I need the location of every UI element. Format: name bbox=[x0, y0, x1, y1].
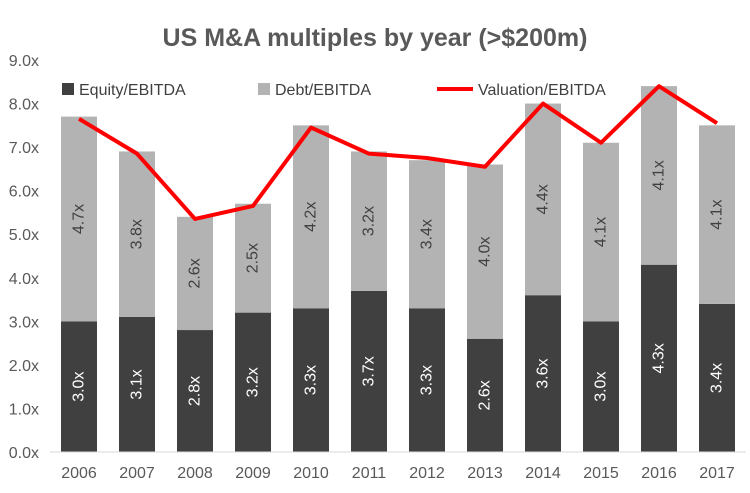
equity-bar bbox=[583, 321, 619, 452]
x-tick-label: 2010 bbox=[293, 465, 329, 482]
chart-title: US M&A multiples by year (>$200m) bbox=[163, 24, 588, 52]
debt-data-label: 4.2x bbox=[303, 202, 320, 232]
legend-label: Debt/EBITDA bbox=[275, 82, 371, 99]
y-tick-label: 5.0x bbox=[9, 227, 39, 244]
x-tick-label: 2008 bbox=[177, 465, 213, 482]
equity-data-label: 3.0x bbox=[593, 372, 610, 402]
debt-data-label: 4.1x bbox=[593, 217, 610, 247]
bars: 3.0x 4.7x 3.1x 3.8x 2.8x 2.6x 3.2x 2.5x 3.3x 4.2x… bbox=[61, 86, 735, 452]
debt-bar bbox=[467, 164, 503, 339]
x-tick-label: 2012 bbox=[409, 465, 445, 482]
x-tick-label: 2017 bbox=[699, 465, 735, 482]
equity-data-label: 3.7x bbox=[361, 356, 378, 386]
x-tick-label: 2013 bbox=[467, 465, 503, 482]
valuation-series-line bbox=[77, 84, 719, 221]
equity-data-label: 3.2x bbox=[245, 367, 262, 397]
equity-data-label: 3.4x bbox=[709, 363, 726, 393]
y-tick-label: 4.0x bbox=[9, 271, 39, 288]
legend-label: Equity/EBITDA bbox=[79, 82, 186, 99]
debt-bar bbox=[583, 142, 619, 322]
equity-data-label: 3.1x bbox=[129, 369, 146, 399]
debt-bar bbox=[409, 160, 445, 309]
debt-data-label: 4.1x bbox=[651, 160, 668, 190]
debt-data-label: 2.5x bbox=[245, 243, 262, 273]
y-tick-label: 9.0x bbox=[9, 53, 39, 70]
equity-bar bbox=[235, 312, 271, 452]
x-tick-label: 2016 bbox=[641, 465, 677, 482]
y-tick-label: 6.0x bbox=[9, 184, 39, 201]
debt-data-label: 4.1x bbox=[709, 199, 726, 229]
x-tick-label: 2014 bbox=[525, 465, 561, 482]
equity-data-label: 3.0x bbox=[71, 372, 88, 402]
equity-bar bbox=[409, 308, 445, 452]
legend-swatch bbox=[258, 83, 270, 95]
y-axis: 0.0x 1.0x 2.0x 3.0x 4.0x 5.0x 6.0x 7.0x 8.0x 9.0x bbox=[9, 53, 39, 462]
debt-bar bbox=[177, 216, 213, 331]
y-tick-label: 3.0x bbox=[9, 314, 39, 331]
equity-data-label: 3.3x bbox=[419, 365, 436, 395]
debt-data-label: 4.4x bbox=[535, 184, 552, 214]
valuation-line bbox=[77, 84, 719, 221]
y-tick-label: 7.0x bbox=[9, 140, 39, 157]
y-tick-label: 0.0x bbox=[9, 445, 39, 462]
x-axis: 2006 2007 2008 2009 2010 2011 2012 2013 2014 2015… bbox=[50, 451, 746, 482]
x-tick-label: 2011 bbox=[352, 465, 387, 482]
equity-data-label: 3.3x bbox=[303, 365, 320, 395]
debt-data-label: 4.0x bbox=[477, 237, 494, 267]
equity-bar bbox=[293, 308, 329, 452]
x-tick-label: 2006 bbox=[61, 465, 97, 482]
debt-bar bbox=[235, 203, 271, 313]
equity-bar bbox=[119, 316, 155, 452]
equity-bar bbox=[177, 330, 213, 452]
debt-bar bbox=[61, 116, 97, 322]
equity-data-label: 4.3x bbox=[651, 343, 668, 373]
y-tick-label: 8.0x bbox=[9, 97, 39, 114]
debt-bar bbox=[351, 151, 387, 291]
debt-bar bbox=[525, 103, 561, 296]
equity-bar bbox=[699, 303, 735, 452]
debt-bar bbox=[641, 86, 677, 265]
equity-data-label: 3.6x bbox=[535, 358, 552, 388]
equity-bar bbox=[467, 338, 503, 452]
equity-bar bbox=[351, 290, 387, 452]
x-tick-label: 2009 bbox=[235, 465, 271, 482]
debt-data-label: 2.6x bbox=[187, 258, 204, 288]
equity-data-label: 2.6x bbox=[477, 380, 494, 410]
x-tick-label: 2007 bbox=[119, 465, 155, 482]
equity-bar bbox=[641, 264, 677, 452]
x-tick-label: 2015 bbox=[583, 465, 619, 482]
debt-data-label: 3.2x bbox=[361, 206, 378, 236]
equity-data-label: 2.8x bbox=[187, 376, 204, 406]
equity-bar bbox=[525, 295, 561, 452]
y-tick-label: 1.0x bbox=[9, 401, 39, 418]
legend-label: Valuation/EBITDA bbox=[478, 82, 606, 99]
legend-swatch bbox=[62, 83, 74, 95]
debt-data-label: 3.8x bbox=[129, 219, 146, 249]
equity-bar bbox=[61, 321, 97, 452]
debt-bar bbox=[293, 125, 329, 309]
debt-bar bbox=[699, 125, 735, 304]
debt-data-label: 4.7x bbox=[71, 204, 88, 234]
y-tick-label: 2.0x bbox=[9, 358, 39, 375]
legend: Equity/EBITDA Debt/EBITDA Valuation/EBITDA bbox=[62, 82, 606, 99]
debt-bar bbox=[119, 151, 155, 317]
debt-data-label: 3.4x bbox=[419, 219, 436, 249]
